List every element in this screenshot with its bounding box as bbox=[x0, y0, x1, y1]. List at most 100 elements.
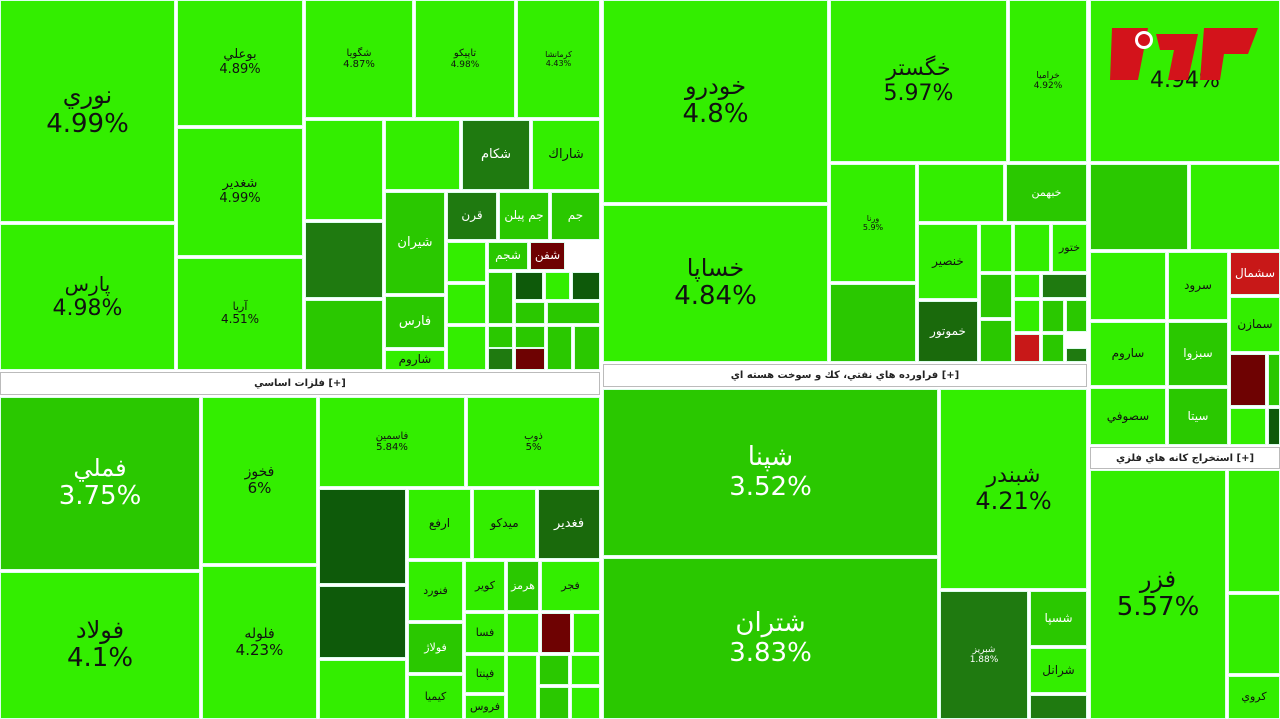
tile bbox=[980, 224, 1012, 272]
tile-label: فغدير bbox=[553, 515, 585, 531]
tile: شتران 3.83% bbox=[603, 558, 938, 719]
tile: خودرو 4.8% bbox=[603, 0, 828, 203]
tile: فنورد bbox=[408, 561, 463, 621]
tile-label: ذوب bbox=[524, 430, 543, 442]
tile-label: شبندر bbox=[986, 462, 1041, 488]
tile-change: 4.43% bbox=[545, 59, 572, 68]
tile: شجم bbox=[488, 242, 528, 270]
tile-label: هرمز bbox=[511, 578, 535, 592]
tile-label: شجم bbox=[495, 248, 521, 263]
tile: ساروم bbox=[1090, 322, 1166, 386]
tile bbox=[571, 655, 600, 685]
tile bbox=[319, 586, 406, 658]
tile bbox=[547, 326, 572, 370]
tile bbox=[305, 120, 383, 220]
tile: خموتور bbox=[918, 301, 978, 362]
tile-label: خساپا bbox=[686, 253, 745, 282]
tile: فزر 5.57% bbox=[1090, 470, 1226, 719]
tile: شغدير 4.99% bbox=[177, 128, 303, 256]
tile bbox=[1066, 300, 1087, 332]
tile bbox=[1066, 348, 1087, 362]
tile: شاراك bbox=[532, 120, 600, 190]
tile: خساپا 4.84% bbox=[603, 205, 828, 362]
tile bbox=[1268, 408, 1280, 445]
tile bbox=[515, 302, 545, 324]
tile bbox=[1268, 354, 1280, 406]
sector-header: فلزات اساسي [+] bbox=[0, 372, 600, 395]
tile bbox=[1014, 274, 1040, 298]
tile bbox=[1090, 164, 1188, 250]
tile: شبريز 1.88% bbox=[940, 591, 1028, 719]
tile-label: شاروم bbox=[398, 352, 432, 367]
sector-header: استخراج كانه هاي فلزي [+] bbox=[1090, 447, 1280, 469]
tile-label: خراميا bbox=[1036, 70, 1060, 81]
tile-label: فارس bbox=[398, 313, 432, 329]
tile bbox=[572, 272, 600, 300]
tile bbox=[1042, 300, 1064, 332]
tile-change: 4.99% bbox=[219, 191, 261, 206]
tile: فپنتا bbox=[465, 655, 505, 693]
tile: جم bbox=[551, 192, 600, 240]
tile-label: كرمانشا bbox=[545, 49, 572, 59]
tile-change: 5.57% bbox=[1116, 592, 1200, 623]
tile-change: 4.87% bbox=[343, 59, 375, 70]
tile bbox=[1228, 470, 1280, 592]
tile: تاپيكو 4.98% bbox=[415, 0, 515, 118]
logo bbox=[1110, 28, 1258, 80]
tile: فولاژ bbox=[408, 623, 463, 673]
tile bbox=[319, 660, 406, 719]
tile-label: فنورد bbox=[423, 583, 448, 597]
tile-change: 4.89% bbox=[219, 62, 261, 77]
tile-label: شبريز bbox=[972, 644, 996, 655]
tile-label: سمازن bbox=[1237, 316, 1273, 331]
tile-label: شسپا bbox=[1044, 610, 1073, 625]
tile: كيميا bbox=[408, 675, 463, 719]
tile: سشمال bbox=[1230, 252, 1280, 295]
tile: كرمانشا 4.43% bbox=[517, 0, 600, 118]
tile-label: فولاژ bbox=[424, 640, 447, 654]
tile bbox=[547, 302, 600, 324]
tile-change: 4.98% bbox=[52, 295, 123, 321]
tile: ورنا 5.9% bbox=[830, 164, 916, 282]
tile bbox=[545, 272, 570, 300]
tile bbox=[1014, 300, 1040, 332]
tile bbox=[1042, 274, 1087, 298]
tile bbox=[488, 326, 513, 348]
tile-label: كيميا bbox=[424, 689, 447, 703]
tile bbox=[980, 274, 1012, 318]
tile-label: بوعلي bbox=[223, 47, 257, 63]
tile-label: خگستر bbox=[886, 55, 951, 81]
tile-change: 3.75% bbox=[58, 481, 142, 512]
tile-label: فولاد bbox=[75, 615, 125, 644]
tile bbox=[1230, 354, 1266, 406]
tile-label: فاسمين bbox=[375, 430, 409, 442]
tile-label: قرن bbox=[461, 208, 483, 223]
tile: خبهمن bbox=[1006, 164, 1087, 222]
tile-label: شتران bbox=[735, 607, 806, 638]
tile bbox=[488, 272, 513, 324]
tile-label: فپنتا bbox=[475, 666, 495, 680]
tile-label: آريا bbox=[232, 299, 248, 313]
tile-label: كوير bbox=[474, 578, 496, 592]
tile: شفن bbox=[530, 242, 565, 270]
tile-change: 3.83% bbox=[729, 637, 812, 668]
tile-label: سصوفي bbox=[1106, 408, 1150, 423]
tile-label: سشمال bbox=[1234, 265, 1276, 280]
tile: آريا 4.51% bbox=[177, 258, 303, 370]
tile-change: 4.84% bbox=[674, 281, 757, 312]
tile bbox=[1190, 164, 1280, 250]
tile: هرمز bbox=[507, 561, 539, 611]
tile bbox=[539, 687, 569, 719]
tile-change: 3.52% bbox=[729, 471, 812, 502]
tile bbox=[571, 687, 600, 719]
tile-change: 5% bbox=[525, 442, 542, 453]
tile-label: فملي bbox=[73, 453, 127, 482]
tile-label: جم bbox=[567, 208, 584, 223]
sector-header: فراورده هاي نفتي، كك و سوخت هسته اي [+] bbox=[603, 364, 1087, 387]
tile-label: شرانل bbox=[1042, 662, 1075, 677]
tile: فولاد 4.1% bbox=[0, 572, 200, 719]
tile: سصوفي bbox=[1090, 388, 1166, 445]
tile bbox=[447, 242, 486, 282]
tile-label: ارفع bbox=[428, 516, 451, 531]
tile: قرن bbox=[447, 192, 497, 240]
